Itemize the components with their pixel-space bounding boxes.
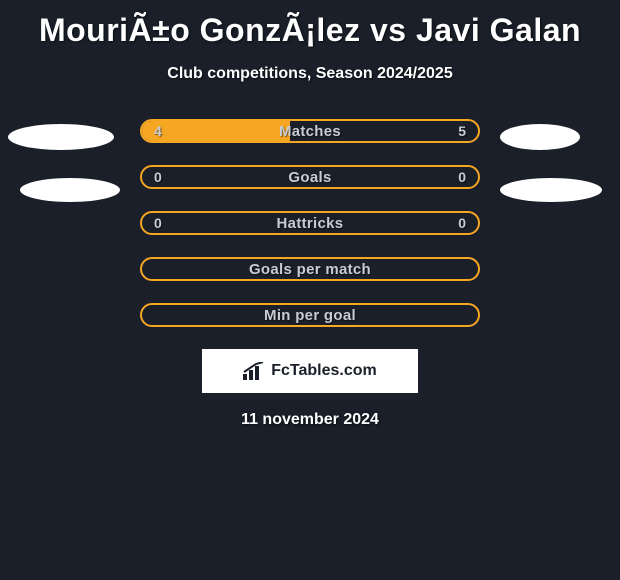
stat-rows: 45Matches 00Goals 00Hattricks Goals per mat…	[0, 119, 620, 327]
stat-bar: 00Hattricks	[140, 211, 480, 235]
stat-bar: 00Goals	[140, 165, 480, 189]
stat-label: Matches	[142, 121, 478, 141]
stat-label: Goals	[142, 167, 478, 187]
page-title: MouriÃ±o GonzÃ¡lez vs Javi Galan	[0, 0, 620, 49]
logo-box: FcTables.com	[202, 349, 418, 393]
stat-label: Goals per match	[142, 259, 478, 279]
footer-date: 11 november 2024	[0, 411, 620, 429]
stat-label: Min per goal	[142, 305, 478, 325]
stat-bar: Goals per match	[140, 257, 480, 281]
avatar-placeholder	[500, 178, 602, 202]
stat-bar: Min per goal	[140, 303, 480, 327]
avatar-placeholder	[500, 124, 580, 150]
avatar-placeholder	[20, 178, 120, 202]
avatar-placeholder	[8, 124, 114, 150]
stat-label: Hattricks	[142, 213, 478, 233]
stat-row: 00Hattricks	[0, 211, 620, 235]
stat-row: Min per goal	[0, 303, 620, 327]
logo-text: FcTables.com	[271, 362, 377, 380]
chart-icon	[243, 362, 265, 380]
stat-row: Goals per match	[0, 257, 620, 281]
subtitle: Club competitions, Season 2024/2025	[0, 65, 620, 83]
stat-bar: 45Matches	[140, 119, 480, 143]
